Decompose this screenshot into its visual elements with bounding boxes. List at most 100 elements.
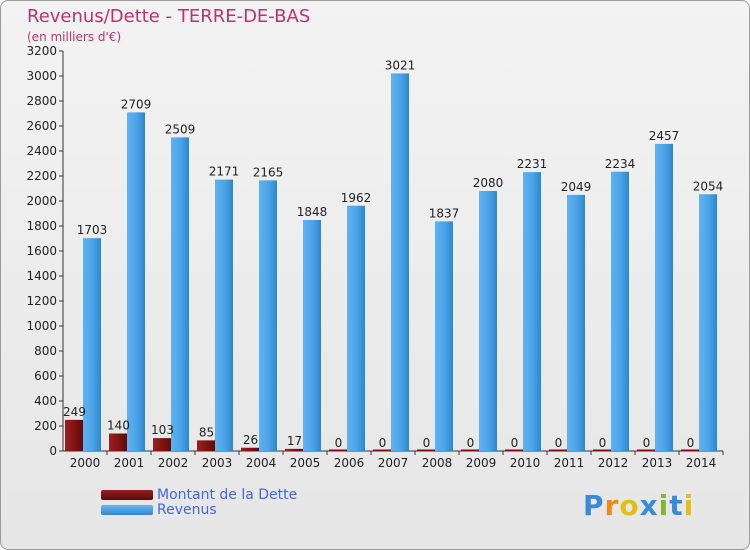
debt-bar-baseline	[329, 449, 348, 451]
logo-letter: P	[583, 489, 605, 522]
logo-letter: x	[639, 489, 659, 522]
revenue-bar	[347, 205, 365, 451]
revenue-value-label: 2709	[121, 97, 152, 111]
revenue-bar	[303, 220, 321, 451]
revenue-bar	[171, 137, 189, 451]
revenue-bar	[479, 191, 497, 451]
revenue-value-label: 2171	[209, 165, 240, 179]
revenue-value-label: 3021	[385, 58, 416, 72]
x-tick-label: 2013	[642, 456, 673, 470]
y-tick-label: 2000	[26, 194, 57, 208]
y-tick-label: 1000	[26, 319, 57, 333]
x-tick-label: 2004	[246, 456, 277, 470]
debt-bar	[153, 438, 172, 451]
logo-letter: r	[604, 489, 620, 522]
debt-value-label: 0	[555, 436, 563, 450]
revenue-value-label: 2231	[517, 157, 548, 171]
revenue-bar	[699, 194, 717, 451]
y-tick-label: 2800	[26, 94, 57, 108]
x-tick-label: 2007	[378, 456, 409, 470]
debt-value-label: 0	[643, 436, 651, 450]
legend: Montant de la Dette Revenus	[101, 486, 298, 518]
revenue-bar	[523, 172, 541, 451]
revenue-bar	[435, 221, 453, 451]
debt-bar-baseline	[373, 449, 392, 451]
logo-letter: o	[619, 489, 640, 522]
debt-value-label: 0	[467, 436, 475, 450]
revenue-bar	[567, 194, 585, 451]
revenue-bar	[127, 112, 145, 451]
y-tick-label: 800	[34, 344, 57, 358]
debt-value-label: 140	[107, 419, 130, 433]
revenue-value-label: 1703	[77, 223, 108, 237]
legend-swatch-revenue	[101, 504, 153, 515]
x-tick-label: 2009	[466, 456, 497, 470]
x-tick-label: 2001	[114, 456, 145, 470]
revenue-value-label: 2165	[253, 165, 284, 179]
x-tick-label: 2003	[202, 456, 233, 470]
debt-bar-baseline	[681, 449, 700, 451]
bar-chart: 0200400600800100012001400160018002000220…	[26, 44, 724, 470]
revenue-bar	[611, 171, 629, 451]
x-tick-label: 2012	[598, 456, 629, 470]
y-tick-label: 400	[34, 394, 57, 408]
legend-item-debt: Montant de la Dette	[101, 486, 298, 503]
revenue-value-label: 2080	[473, 176, 504, 190]
debt-bar-baseline	[637, 449, 656, 451]
revenue-value-label: 1837	[429, 206, 460, 220]
debt-value-label: 0	[599, 436, 607, 450]
debt-bar-baseline	[505, 449, 524, 451]
debt-value-label: 249	[63, 405, 86, 419]
debt-value-label: 0	[423, 436, 431, 450]
y-tick-label: 600	[34, 369, 57, 383]
revenue-value-label: 2509	[165, 122, 196, 136]
legend-swatch-debt	[101, 489, 153, 500]
x-tick-label: 2010	[510, 456, 541, 470]
revenue-bar	[655, 143, 673, 451]
revenue-value-label: 1962	[341, 191, 372, 205]
debt-bar	[197, 440, 216, 451]
y-tick-label: 3000	[26, 69, 57, 83]
revenue-bar	[391, 73, 409, 451]
y-tick-label: 3200	[26, 44, 57, 58]
debt-bar-baseline	[417, 449, 436, 451]
debt-value-label: 0	[687, 436, 695, 450]
legend-label-revenue: Revenus	[157, 501, 217, 518]
y-tick-label: 1400	[26, 269, 57, 283]
debt-bar-baseline	[593, 449, 612, 451]
debt-bar-baseline	[461, 449, 480, 451]
debt-bar	[285, 448, 304, 451]
y-tick-label: 0	[49, 444, 57, 458]
y-tick-label: 1800	[26, 219, 57, 233]
debt-value-label: 17	[287, 434, 302, 448]
revenue-bar	[83, 238, 101, 451]
revenue-bar	[259, 180, 277, 451]
y-tick-label: 2600	[26, 119, 57, 133]
revenue-value-label: 2457	[649, 129, 680, 143]
debt-bar	[109, 433, 128, 451]
x-tick-label: 2014	[686, 456, 717, 470]
y-tick-label: 1600	[26, 244, 57, 258]
x-tick-label: 2000	[70, 456, 101, 470]
x-tick-label: 2006	[334, 456, 365, 470]
debt-value-label: 0	[335, 436, 343, 450]
chart-title: Revenus/Dette - TERRE-DE-BAS	[27, 6, 311, 27]
y-tick-label: 200	[34, 419, 57, 433]
revenue-bar	[215, 179, 233, 451]
revenue-value-label: 1848	[297, 205, 328, 219]
x-tick-label: 2002	[158, 456, 189, 470]
debt-value-label: 0	[511, 436, 519, 450]
revenue-value-label: 2049	[561, 180, 592, 194]
revenue-value-label: 2054	[693, 179, 724, 193]
debt-bar-baseline	[549, 449, 568, 451]
debt-value-label: 0	[379, 436, 387, 450]
proxiti-logo: Proxiti	[583, 489, 694, 522]
logo-letter: i	[658, 489, 670, 522]
logo-letter: t	[669, 489, 684, 522]
logo-letter: i	[683, 489, 695, 522]
x-tick-label: 2011	[554, 456, 585, 470]
revenue-value-label: 2234	[605, 157, 636, 171]
legend-label-debt: Montant de la Dette	[157, 486, 298, 503]
legend-item-revenue: Revenus	[101, 501, 297, 518]
